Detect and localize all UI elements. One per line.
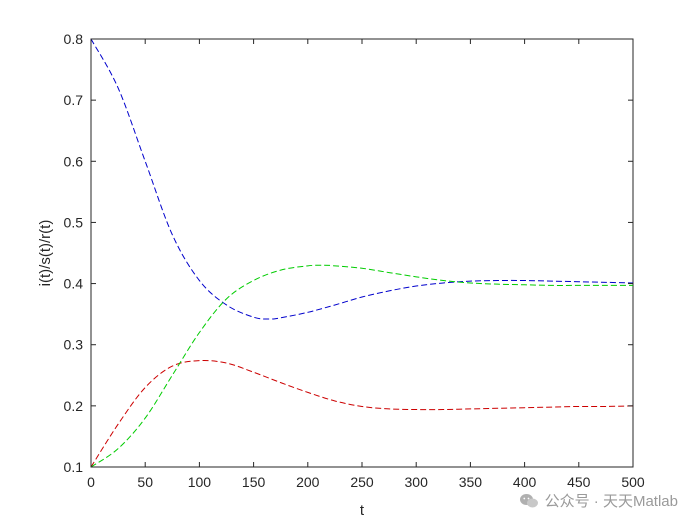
series-layer: [90, 38, 634, 468]
x-tick-label: 50: [137, 474, 153, 490]
series-line-0: [90, 38, 634, 320]
y-ticks: 0.1 0.2 0.3 0.4 0.5 0.6 0.7 0.8: [64, 31, 633, 475]
y-tick-label: 0.6: [64, 153, 84, 169]
wechat-icon: [519, 493, 538, 507]
x-axis-label: t: [360, 502, 365, 519]
y-tick-label: 0.5: [64, 214, 84, 230]
y-axis-label: i(t)/s(t)/r(t): [37, 220, 54, 287]
y-tick-label: 0.4: [64, 276, 84, 292]
x-tick-label: 0: [87, 474, 95, 490]
y-tick-label: 0.1: [64, 459, 84, 475]
watermark-text: 公众号 · 天天Matlab: [544, 493, 678, 510]
y-tick-label: 0.3: [64, 337, 84, 353]
x-tick-label: 500: [621, 474, 645, 490]
watermark: 公众号 · 天天Matlab: [519, 490, 678, 511]
x-tick-label: 150: [242, 474, 266, 490]
plot-area: [90, 38, 634, 468]
series-line-2: [90, 264, 633, 468]
x-tick-label: 350: [459, 474, 483, 490]
y-tick-label: 0.7: [64, 92, 84, 108]
y-tick-label: 0.2: [64, 398, 84, 414]
x-ticks: 0 50 100 150 200 250 300 350 400 450 500: [87, 39, 645, 490]
x-tick-label: 200: [296, 474, 320, 490]
x-tick-label: 450: [567, 474, 591, 490]
y-tick-label: 0.8: [64, 31, 84, 47]
x-tick-label: 100: [188, 474, 212, 490]
x-tick-label: 300: [405, 474, 429, 490]
x-tick-label: 400: [513, 474, 537, 490]
x-tick-label: 250: [350, 474, 374, 490]
